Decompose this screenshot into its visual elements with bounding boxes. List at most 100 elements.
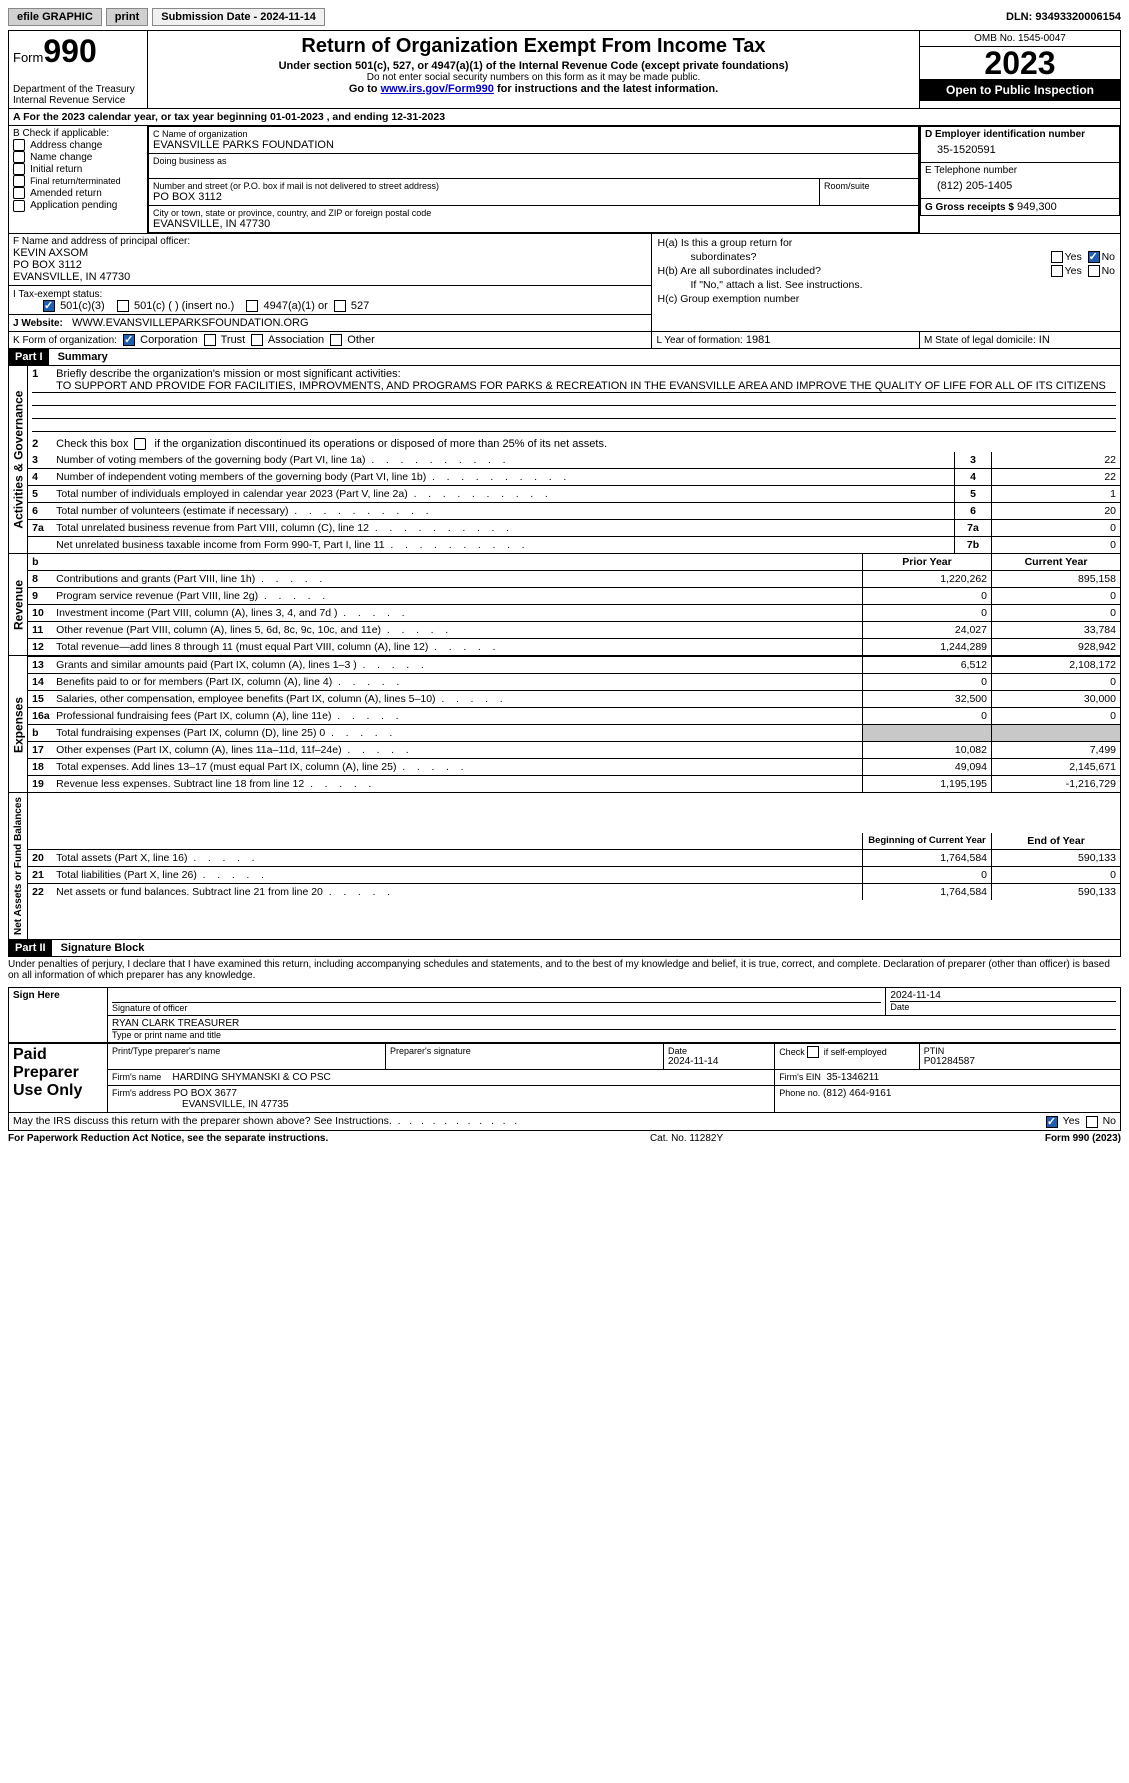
summary-line: 9Program service revenue (Part VIII, lin… — [28, 588, 1120, 605]
year-cell: OMB No. 1545-0047 2023 Open to Public In… — [920, 31, 1121, 109]
part-1-title: Summary — [52, 351, 108, 363]
cb-pending: Application pending — [30, 200, 117, 211]
527-checkbox[interactable] — [334, 300, 346, 312]
ag-lines-table: 3Number of voting members of the governi… — [28, 452, 1120, 553]
paid-preparer-table: Paid Preparer Use Only Print/Type prepar… — [8, 1043, 1121, 1113]
final-return-checkbox[interactable] — [13, 175, 25, 187]
trust-checkbox[interactable] — [204, 334, 216, 346]
summary-line: 16aProfessional fundraising fees (Part I… — [28, 708, 1120, 725]
current-year-header: Current Year — [992, 554, 1121, 570]
form-990-container: Form990 Department of the Treasury Inter… — [8, 30, 1121, 349]
section-k: K Form of organization: Corporation Trus… — [9, 332, 652, 349]
beginning-year-header: Beginning of Current Year — [863, 833, 992, 849]
hb-yes-checkbox[interactable] — [1051, 265, 1063, 277]
print-button[interactable]: print — [106, 8, 148, 26]
ha-no-checkbox[interactable] — [1088, 251, 1100, 263]
527-label: 527 — [351, 300, 369, 312]
firm-name-value: HARDING SHYMANSKI & CO PSC — [172, 1072, 330, 1083]
name-change-checkbox[interactable] — [13, 151, 25, 163]
4947-checkbox[interactable] — [246, 300, 258, 312]
ha-yes: Yes — [1065, 251, 1082, 263]
firm-ein-value: 35-1346211 — [826, 1072, 879, 1083]
goto-pre: Go to — [349, 83, 381, 95]
line1-label: Briefly describe the organization's miss… — [56, 368, 400, 380]
summary-line: 7aTotal unrelated business revenue from … — [28, 520, 1120, 537]
section-i: I Tax-exempt status: 501(c)(3) 501(c) ( … — [9, 286, 652, 315]
summary-line: 6Total number of volunteers (estimate if… — [28, 503, 1120, 520]
footer-center: Cat. No. 11282Y — [650, 1133, 723, 1144]
sign-here-table: Sign Here Signature of officer 2024-11-1… — [8, 987, 1121, 1043]
officer-label: F Name and address of principal officer: — [13, 236, 647, 247]
na-header-table: Beginning of Current YearEnd of Year — [28, 833, 1120, 849]
section-f: F Name and address of principal officer:… — [9, 234, 652, 286]
form-word: Form — [13, 50, 43, 65]
year-formation-label: L Year of formation: — [656, 335, 742, 346]
501c-checkbox[interactable] — [117, 300, 129, 312]
other-label: Other — [347, 334, 375, 346]
summary-line: 19Revenue less expenses. Subtract line 1… — [28, 776, 1120, 793]
sign-here-label: Sign Here — [9, 988, 108, 1043]
form-title: Return of Organization Exempt From Incom… — [152, 35, 915, 58]
sign-date-label: Date — [890, 1002, 1116, 1012]
discuss-no-checkbox[interactable] — [1086, 1116, 1098, 1128]
summary-line: 10Investment income (Part VIII, column (… — [28, 605, 1120, 622]
corp-label: Corporation — [140, 334, 197, 346]
form-title-cell: Return of Organization Exempt From Incom… — [148, 31, 920, 109]
address-change-checkbox[interactable] — [13, 139, 25, 151]
firm-phone-value: (812) 464-9161 — [823, 1088, 891, 1099]
ein-value: 35-1520591 — [925, 140, 1115, 160]
street-value: PO BOX 3112 — [153, 191, 815, 203]
preparer-date-label: Date — [668, 1046, 770, 1056]
application-pending-checkbox[interactable] — [13, 200, 25, 212]
header-toolbar: efile GRAPHIC print Submission Date - 20… — [8, 8, 1121, 26]
rev-lines-table: 8Contributions and grants (Part VIII, li… — [28, 570, 1120, 655]
section-c: C Name of organization EVANSVILLE PARKS … — [148, 126, 920, 234]
paid-preparer-label: Paid Preparer Use Only — [9, 1044, 108, 1113]
firm-phone-label: Phone no. — [779, 1088, 820, 1098]
irs-link[interactable]: www.irs.gov/Form990 — [381, 83, 494, 95]
mission-text: TO SUPPORT AND PROVIDE FOR FACILITIES, I… — [32, 380, 1116, 393]
association-checkbox[interactable] — [251, 334, 263, 346]
na-lines-table: 20Total assets (Part X, line 16)1,764,58… — [28, 849, 1120, 900]
trust-label: Trust — [221, 334, 246, 346]
4947-label: 4947(a)(1) or — [264, 300, 328, 312]
other-checkbox[interactable] — [330, 334, 342, 346]
self-employed-checkbox[interactable] — [807, 1046, 819, 1058]
officer-name-title: RYAN CLARK TREASURER — [112, 1018, 1116, 1030]
print-preparer-label: Print/Type preparer's name — [112, 1046, 381, 1056]
part-2-tag: Part II — [9, 940, 52, 956]
website-value: WWW.EVANSVILLEPARKSFOUNDATION.ORG — [72, 317, 309, 329]
cb-amended: Amended return — [30, 188, 102, 199]
summary-line: 15Salaries, other compensation, employee… — [28, 691, 1120, 708]
gross-receipts-label: G Gross receipts $ — [925, 202, 1014, 213]
preparer-date-value: 2024-11-14 — [668, 1056, 770, 1067]
part-1-tag: Part I — [9, 349, 49, 365]
summary-line: 22Net assets or fund balances. Subtract … — [28, 883, 1120, 900]
amended-return-checkbox[interactable] — [13, 187, 25, 199]
initial-return-checkbox[interactable] — [13, 163, 25, 175]
phone-label: E Telephone number — [925, 165, 1115, 176]
tax-exempt-label: I Tax-exempt status: — [13, 289, 102, 300]
year-formation-value: 1981 — [746, 334, 770, 346]
footer-right: Form 990 (2023) — [1045, 1133, 1121, 1144]
corporation-checkbox[interactable] — [123, 334, 135, 346]
ptin-value: P01284587 — [924, 1056, 1116, 1067]
section-b: B Check if applicable: Address change Na… — [9, 126, 148, 234]
hb-yes: Yes — [1065, 265, 1082, 277]
ein-label: D Employer identification number — [925, 129, 1115, 140]
discuss-no: No — [1103, 1115, 1116, 1127]
summary-line: 3Number of voting members of the governi… — [28, 452, 1120, 469]
cb-initial: Initial return — [30, 164, 82, 175]
discuss-yes-checkbox[interactable] — [1046, 1116, 1058, 1128]
assoc-label: Association — [268, 334, 324, 346]
type-print-label: Type or print name and title — [112, 1030, 1116, 1040]
prior-year-header: Prior Year — [863, 554, 992, 570]
line2-checkbox[interactable] — [134, 438, 146, 450]
city-value: EVANSVILLE, IN 47730 — [153, 218, 914, 230]
section-j: J Website: WWW.EVANSVILLEPARKSFOUNDATION… — [9, 315, 652, 332]
ha-label2: subordinates? — [690, 251, 756, 263]
side-label-net-assets: Net Assets or Fund Balances — [9, 793, 28, 940]
501c3-checkbox[interactable] — [43, 300, 55, 312]
ha-yes-checkbox[interactable] — [1051, 251, 1063, 263]
hb-no-checkbox[interactable] — [1088, 265, 1100, 277]
